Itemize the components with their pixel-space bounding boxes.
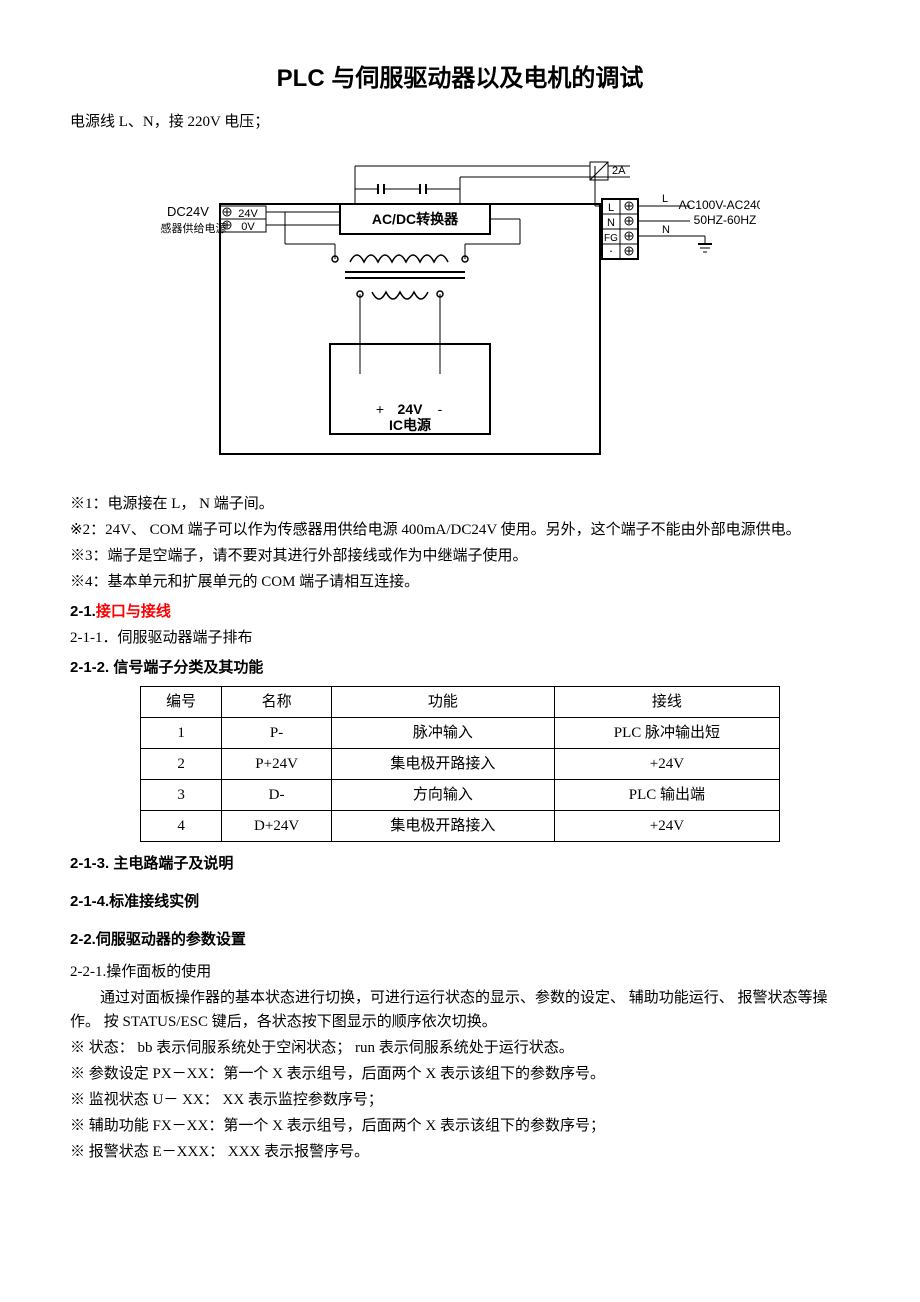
table-row: 3 D- 方向输入 PLC 输出端 [141,780,780,811]
section-2-2-1: 2-2-1.操作面板的使用 [70,960,850,984]
section-2-1-num: 2-1. [70,603,96,620]
section-2-2: 2-2.伺服驱动器的参数设置 [70,928,850,952]
note-1: ※1：电源接在 L， N 端子间。 [70,492,850,516]
svg-text:AC/DC转换器: AC/DC转换器 [372,211,459,227]
page-title: PLC 与伺服驱动器以及电机的调试 [70,60,850,98]
svg-text:AC100V-AC240V: AC100V-AC240V [679,198,760,212]
svg-text:+: + [376,401,384,417]
svg-text:L: L [608,202,614,214]
table-row: 1 P- 脉冲输入 PLC 脉冲输出短 [141,718,780,749]
svg-text:N: N [662,224,670,236]
wiring-diagram: DC24V 传感器供给电源 24V 0V AC/DC转换器 2A L N FG … [70,144,850,472]
note-4: ※4：基本单元和扩展单元的 COM 端子请相互连接。 [70,570,850,594]
svg-text:N: N [607,217,615,229]
note-3: ※3：端子是空端子，请不要对其进行外部接线或作为中继端子使用。 [70,544,850,568]
dc24v-label: DC24V [167,204,209,219]
section-2-1-3: 2-1-3. 主电路端子及说明 [70,852,850,876]
svg-text:-: - [438,401,443,417]
signal-terminal-table: 编号 名称 功能 接线 1 P- 脉冲输入 PLC 脉冲输出短 2 P+24V … [140,686,780,842]
svg-text:IC电源: IC电源 [389,417,431,433]
svg-text:50HZ-60HZ: 50HZ-60HZ [694,213,757,227]
bullet-5: ※ 报警状态 E－XXX： XXX 表示报警序号。 [70,1140,850,1164]
dc24v-sub: 传感器供给电源 [160,221,227,235]
th-wire: 接线 [554,687,779,718]
section-2-1-2: 2-1-2. 信号端子分类及其功能 [70,656,850,680]
svg-text:24V: 24V [238,208,258,220]
th-num: 编号 [141,687,222,718]
section-2-1-red: 接口与接线 [96,603,171,620]
th-func: 功能 [331,687,554,718]
bullet-1: ※ 状态： bb 表示伺服系统处于空闲状态； run 表示伺服系统处于运行状态。 [70,1036,850,1060]
svg-text:L: L [662,193,668,205]
intro-text: 电源线 L、N，接 220V 电压； [70,110,850,134]
svg-text:0V: 0V [241,221,255,233]
svg-text:·: · [609,243,613,258]
panel-intro: 通过对面板操作器的基本状态进行切换，可进行运行状态的显示、参数的设定、 辅助功能… [70,986,850,1034]
section-2-1: 2-1.接口与接线 [70,600,850,624]
table-row: 4 D+24V 集电极开路接入 +24V [141,811,780,842]
th-name: 名称 [222,687,332,718]
svg-text:2A: 2A [612,165,626,177]
bullet-3: ※ 监视状态 U－ XX： XX 表示监控参数序号； [70,1088,850,1112]
note-2: ※2：24V、 COM 端子可以作为传感器用供给电源 400mA/DC24V 使… [70,518,850,542]
svg-text:24V: 24V [398,401,424,417]
section-2-1-4: 2-1-4.标准接线实例 [70,890,850,914]
section-2-1-1: 2-1-1．伺服驱动器端子排布 [70,626,850,650]
bullet-4: ※ 辅助功能 FX－XX：第一个 X 表示组号，后面两个 X 表示该组下的参数序… [70,1114,850,1138]
table-row: 2 P+24V 集电极开路接入 +24V [141,749,780,780]
bullet-2: ※ 参数设定 PX－XX：第一个 X 表示组号，后面两个 X 表示该组下的参数序… [70,1062,850,1086]
